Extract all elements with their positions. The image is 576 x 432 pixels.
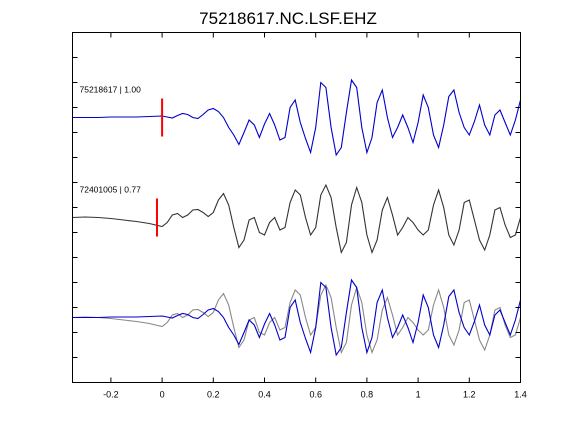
- overlay-reference-trace: [72, 283, 521, 355]
- overlay-target-trace: [72, 278, 521, 357]
- chart-title: 75218617.NC.LSF.EHZ: [199, 9, 377, 28]
- x-tick-label: 0: [160, 390, 165, 400]
- x-tick-label: 1: [416, 390, 421, 400]
- x-tick-label: 0.2: [207, 390, 220, 400]
- x-tick-label: 0.8: [361, 390, 374, 400]
- x-axis: -0.2 0 0.2 0.4 0.6 0.8 1 1.2 1.4: [103, 32, 527, 400]
- x-tick-label: 1.4: [514, 390, 527, 400]
- trace-label-1: 75218617 | 1.00: [80, 85, 142, 95]
- trace-label-2: 72401005 | 0.77: [80, 185, 142, 195]
- x-tick-label: 1.2: [463, 390, 476, 400]
- waveform-trace-2: [72, 183, 521, 255]
- x-tick-label: 0.6: [309, 390, 322, 400]
- x-tick-label: -0.2: [103, 390, 119, 400]
- waveform-trace-1: [72, 78, 521, 157]
- y-axis: [72, 57, 521, 358]
- x-tick-label: 0.4: [258, 390, 271, 400]
- plot-area: 75218617 | 1.00 72401005 | 0.77: [72, 78, 521, 357]
